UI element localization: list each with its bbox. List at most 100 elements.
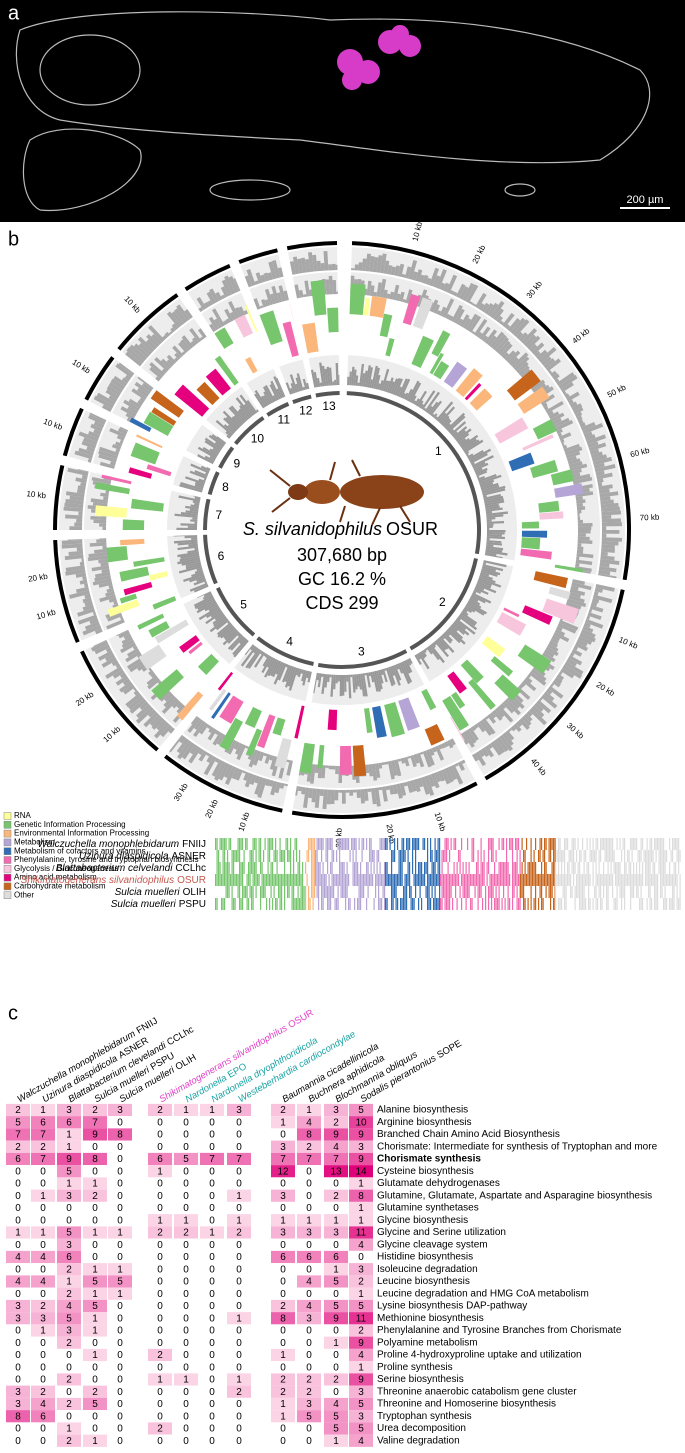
heat-cell <box>108 1103 132 1117</box>
gene-tick <box>270 874 272 886</box>
gc-hist <box>494 336 509 353</box>
gene-tick <box>343 886 345 898</box>
gene-tick <box>425 862 427 874</box>
gc-hist <box>69 526 83 530</box>
gene-tick <box>458 874 460 886</box>
gene-tick <box>428 886 430 898</box>
heat-cell <box>349 1373 373 1386</box>
skew-hist <box>208 604 219 612</box>
gene-tick <box>598 862 600 874</box>
gene-tick <box>606 838 608 850</box>
gene-tick <box>510 838 512 850</box>
skew-hist <box>262 386 274 404</box>
gc-hist <box>493 308 504 321</box>
gene-tick <box>449 850 451 862</box>
gene-tick <box>352 850 354 862</box>
cell-value: 4 <box>358 1240 364 1251</box>
gc-hist <box>564 661 584 676</box>
gene-tick <box>230 874 232 886</box>
gc-hist <box>223 764 233 779</box>
skew-hist <box>449 428 455 434</box>
heat-cell <box>57 1263 81 1276</box>
gc-hist <box>278 285 286 302</box>
gc-hist <box>566 598 587 608</box>
gene-tick <box>550 850 552 862</box>
gene-tick <box>548 838 550 850</box>
skew-hist <box>421 650 427 658</box>
skew-hist <box>440 635 445 640</box>
cell-value: 0 <box>236 1117 242 1128</box>
gene-tick <box>441 886 443 898</box>
gc-hist <box>591 454 608 462</box>
gene-tick <box>613 898 615 910</box>
skew-hist <box>223 627 236 639</box>
gc-hist <box>430 773 440 789</box>
heat-cell <box>227 1422 251 1435</box>
gc-hist <box>82 624 102 636</box>
gene-tick <box>640 886 642 898</box>
pathway-label: Threonine and Homoserine biosynthesis <box>377 1399 556 1410</box>
skew-hist <box>426 646 433 655</box>
cell-value: 0 <box>183 1130 189 1141</box>
gene-tick <box>413 838 415 850</box>
cell-value: 1 <box>66 1179 72 1190</box>
gene-tick <box>646 862 648 874</box>
heat-cell <box>200 1226 224 1239</box>
gc-hist <box>598 484 613 491</box>
gene-block <box>443 361 468 388</box>
skew-hist <box>469 598 481 606</box>
gene-tick <box>630 838 632 850</box>
gene-tick <box>264 874 266 886</box>
cell-value: 1 <box>209 1228 215 1239</box>
gene-tick <box>333 886 335 898</box>
gene-tick <box>314 838 316 850</box>
gene-tick <box>419 862 421 874</box>
gc-hist <box>123 399 140 412</box>
cell-value: 1 <box>306 1215 312 1226</box>
gene-tick <box>284 898 286 910</box>
gene-tick <box>606 874 608 886</box>
skew-hist <box>478 575 496 584</box>
gene-tick <box>519 862 521 874</box>
skew-hist <box>380 368 390 391</box>
gene-block <box>143 411 174 436</box>
gc-hist <box>577 533 586 537</box>
gene-tick <box>266 898 268 910</box>
gene-tick <box>646 898 648 910</box>
skew-hist <box>269 659 280 677</box>
gene-tick <box>507 874 509 886</box>
cell-value: 0 <box>66 1387 72 1398</box>
cell-value: 0 <box>236 1240 242 1251</box>
gc-hist <box>92 578 112 586</box>
contig-ring <box>238 248 278 264</box>
gene-block <box>259 310 283 346</box>
gc-hist <box>249 774 257 786</box>
gene-tick <box>642 838 644 850</box>
gc-hist <box>91 476 112 485</box>
cell-value: 0 <box>92 1142 98 1153</box>
heat-cell <box>271 1165 295 1178</box>
gene-tick <box>340 874 342 886</box>
cell-value: 0 <box>66 1203 72 1214</box>
cell-value: 0 <box>117 1362 123 1373</box>
cell-value: 0 <box>209 1166 215 1177</box>
contig-ring <box>80 650 159 752</box>
heat-cell <box>227 1287 251 1300</box>
kb-label: 70 kb <box>640 513 660 523</box>
skew-hist <box>469 448 492 462</box>
gc-hist <box>460 314 470 328</box>
heat-cell <box>83 1385 107 1398</box>
gene-tick <box>592 862 594 874</box>
skew-hist <box>458 615 478 631</box>
gene-tick <box>352 838 354 850</box>
gene-tick <box>302 874 304 886</box>
gene-tick <box>319 862 321 874</box>
gene-tick <box>580 886 582 898</box>
gc-hist <box>462 731 475 748</box>
cell-value: 0 <box>333 1203 339 1214</box>
cell-value: 0 <box>40 1289 46 1300</box>
skew-hist <box>486 523 494 526</box>
gene-tick <box>299 862 301 874</box>
heat-cell <box>57 1226 81 1239</box>
cell-value: 14 <box>355 1166 367 1177</box>
